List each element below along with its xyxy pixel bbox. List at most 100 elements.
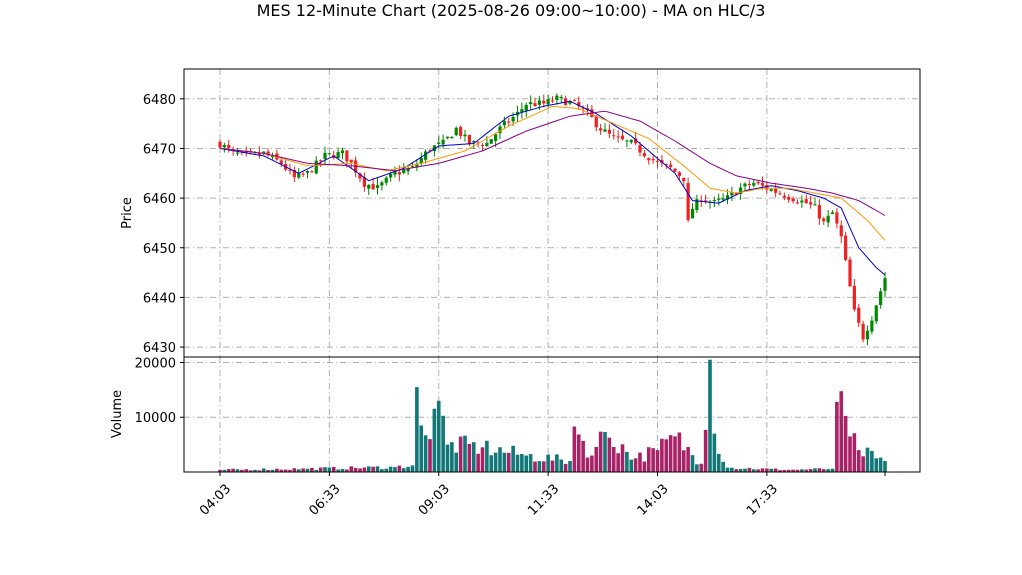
candle-body	[787, 197, 791, 200]
candle-body	[441, 139, 445, 145]
volume-bar	[454, 452, 459, 472]
candle-body	[542, 100, 546, 104]
volume-bar	[835, 401, 839, 472]
volume-bar	[791, 469, 795, 472]
volume-bar	[730, 467, 734, 472]
volume-bar	[261, 468, 266, 472]
volume-bar	[664, 439, 669, 472]
candle-body	[883, 278, 887, 291]
candle-body	[559, 97, 563, 99]
ma-line	[219, 105, 886, 241]
candle-body	[664, 164, 668, 166]
volume-bar	[738, 468, 743, 472]
volume-bar	[874, 458, 879, 472]
volume-bar	[550, 460, 555, 472]
volume-bar	[502, 452, 507, 472]
volume-bar	[782, 470, 787, 472]
volume-bar	[393, 467, 397, 472]
candle-body	[572, 100, 576, 102]
volume-bar	[533, 461, 537, 472]
candle-body	[848, 259, 852, 287]
volume-bar	[611, 447, 616, 472]
volume-bar	[380, 469, 384, 472]
volume-bar	[323, 467, 327, 472]
candle-body	[314, 160, 318, 174]
candle-body	[480, 145, 485, 147]
volume-bar	[279, 469, 284, 472]
candle-body	[682, 177, 686, 182]
volume-bar	[765, 468, 769, 472]
candle-body	[489, 139, 493, 144]
volume-bar	[515, 454, 520, 472]
candle-body	[358, 173, 362, 179]
candle-body	[520, 109, 524, 112]
volume-panel-frame	[183, 356, 921, 473]
candle-body	[603, 129, 607, 132]
volume-bar	[397, 465, 402, 472]
candle-body	[756, 181, 760, 184]
volume-bar	[581, 440, 585, 472]
candle-body	[760, 183, 765, 186]
volume-bar	[292, 468, 297, 472]
volume-bar	[423, 435, 428, 472]
candle-body	[292, 169, 296, 178]
time-tick-label: 11:33	[525, 482, 562, 519]
candle-body	[310, 171, 314, 173]
ma-line	[219, 110, 886, 216]
volume-bar	[340, 469, 345, 472]
candle-body	[730, 192, 734, 196]
candle-body	[594, 116, 598, 128]
volume-bar	[520, 454, 524, 472]
candle-body	[607, 129, 611, 134]
candle-body	[463, 134, 467, 137]
candle-body	[616, 136, 620, 138]
candle-body	[822, 218, 826, 222]
volume-bar	[603, 432, 607, 472]
candle-body	[690, 208, 695, 219]
candle-body	[817, 205, 821, 219]
volume-bar	[471, 442, 476, 472]
candle-body	[485, 143, 489, 147]
candle-body	[629, 139, 633, 143]
volume-bar	[493, 452, 498, 472]
candle-body	[410, 166, 415, 168]
volume-bar	[598, 431, 603, 472]
candle-body	[327, 153, 331, 155]
candle-body	[835, 212, 839, 224]
volume-bar	[222, 469, 227, 472]
candle-body	[844, 235, 848, 260]
candle-body	[861, 323, 865, 340]
time-tick-label: 14:03	[635, 482, 672, 519]
volume-bar	[463, 435, 467, 472]
volume-bar	[607, 437, 612, 472]
candle-body	[695, 199, 699, 210]
candle-body	[647, 158, 651, 161]
candle-body	[769, 189, 773, 191]
volume-bar	[428, 439, 432, 472]
volume-bar	[366, 466, 371, 472]
volume-bar	[673, 436, 677, 472]
volume-bar	[353, 467, 358, 472]
candle-body	[782, 195, 786, 198]
candle-body	[865, 330, 870, 340]
volume-bar	[625, 451, 629, 472]
volume-bar	[773, 468, 778, 472]
candle-body	[638, 145, 642, 153]
volume-bar	[786, 469, 791, 472]
volume-bar	[865, 447, 870, 472]
candle-body	[612, 135, 616, 137]
candle-body	[651, 159, 655, 161]
candle-body	[879, 291, 883, 305]
volume-bar	[506, 452, 511, 472]
candle-body	[677, 172, 681, 177]
candle-body	[384, 177, 388, 183]
candle-body	[266, 151, 270, 156]
volume-bar	[445, 444, 450, 472]
candle-body	[830, 212, 835, 214]
candle-body	[795, 202, 800, 204]
time-tick-label: 17:33	[744, 482, 781, 519]
volume-bar	[524, 455, 529, 472]
volume-bar	[716, 453, 721, 472]
candle-body	[524, 104, 528, 111]
candle-body	[297, 173, 301, 178]
